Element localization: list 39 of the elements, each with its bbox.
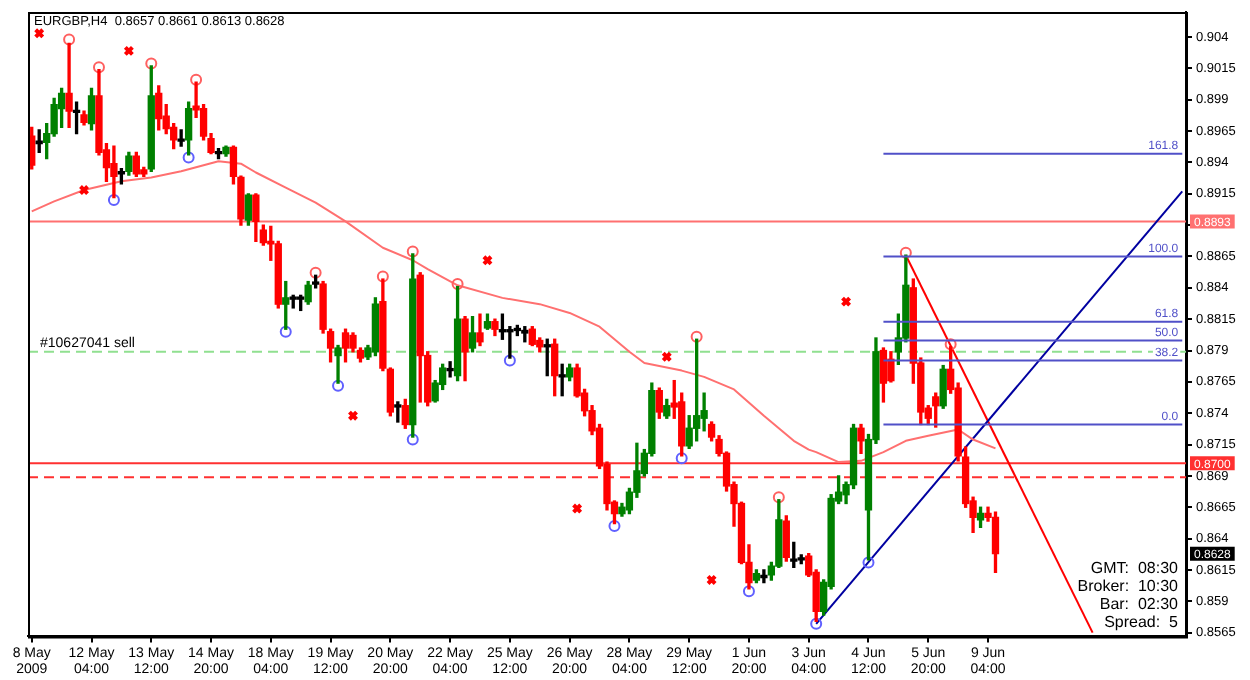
point — [840, 296, 852, 308]
point — [309, 266, 322, 279]
point — [862, 556, 875, 569]
point — [690, 330, 703, 343]
point — [899, 246, 912, 259]
point — [145, 57, 158, 70]
point — [661, 351, 673, 363]
point — [772, 491, 785, 504]
point — [481, 254, 493, 266]
point — [279, 325, 292, 338]
candlestick — [177, 129, 185, 147]
point — [810, 617, 823, 630]
point — [675, 452, 688, 465]
point — [451, 278, 464, 291]
point — [706, 574, 718, 586]
point — [78, 184, 90, 196]
point — [742, 585, 755, 598]
annotation: Bar: 02:30 — [1099, 594, 1180, 613]
point — [406, 245, 419, 258]
point — [123, 45, 135, 57]
annotation: Broker: 10:30 — [1077, 576, 1180, 595]
point — [107, 194, 120, 207]
point — [503, 354, 516, 367]
point — [190, 73, 203, 86]
point — [332, 379, 345, 392]
point — [608, 520, 621, 533]
point — [63, 33, 76, 46]
candlestick — [446, 361, 454, 378]
annotation: Spread: 5 — [1104, 612, 1180, 631]
point — [92, 61, 105, 74]
point — [376, 270, 389, 283]
candlestick — [760, 569, 768, 584]
annotation: GMT: 08:30 — [1090, 558, 1180, 577]
point — [406, 433, 419, 446]
point — [944, 338, 957, 351]
point — [33, 27, 45, 39]
point — [571, 502, 583, 515]
point — [182, 151, 195, 164]
point — [347, 410, 359, 422]
